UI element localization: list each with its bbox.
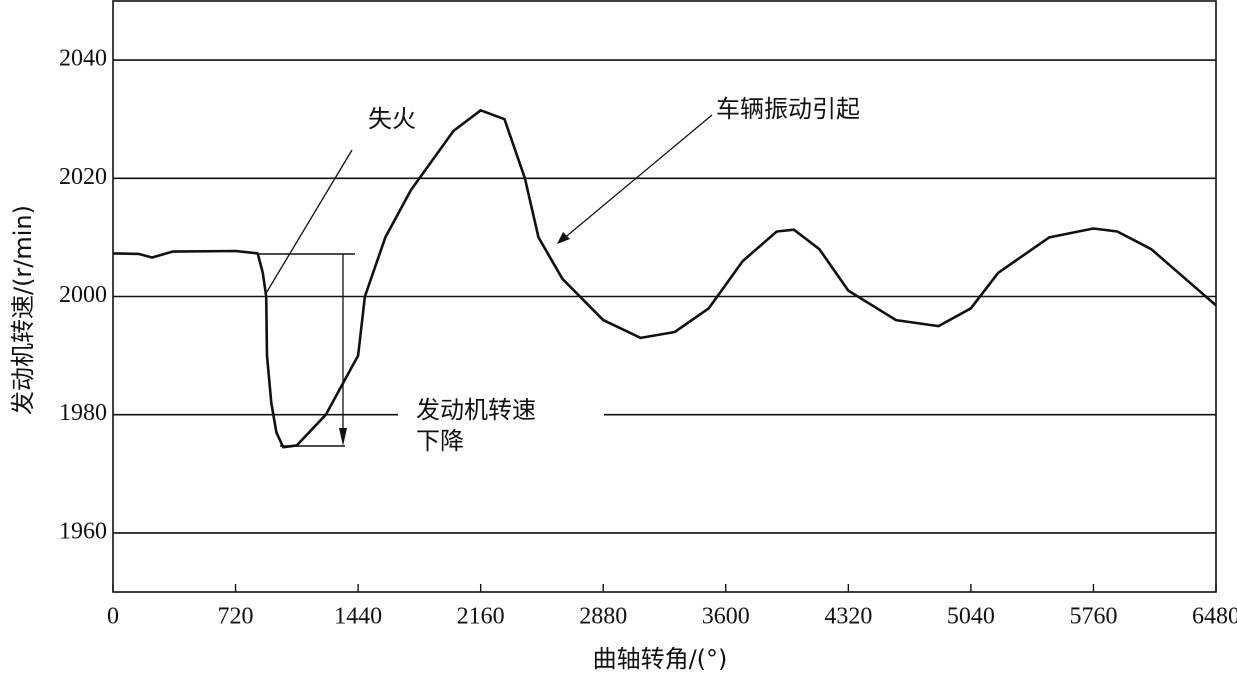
data-line bbox=[112, 109, 1217, 449]
x-tick-label: 0 bbox=[107, 604, 119, 630]
x-tick-label: 2160 bbox=[457, 604, 505, 630]
x-tick-label: 720 bbox=[218, 604, 254, 630]
y-tick-label: 1960 bbox=[59, 518, 107, 544]
y-tick-label: 2020 bbox=[59, 164, 107, 190]
y-axis-label: 发动机转速/(r/min) bbox=[9, 205, 37, 415]
x-tick-label: 3600 bbox=[702, 604, 750, 630]
annotation: 车辆振动引起 bbox=[716, 95, 860, 123]
x-tick-label: 6480 bbox=[1192, 604, 1237, 630]
arrow-head bbox=[557, 232, 570, 244]
x-tick-label: 1440 bbox=[334, 604, 382, 630]
annotation-arrow bbox=[561, 114, 713, 241]
label-background bbox=[398, 400, 604, 426]
y-tick-label: 2000 bbox=[59, 282, 107, 308]
plot-frame bbox=[112, 0, 1217, 593]
x-tick-label: 2880 bbox=[579, 604, 627, 630]
annotation: 发动机转速 bbox=[416, 396, 536, 424]
annotation: 失火 bbox=[368, 105, 416, 133]
x-tick-label: 5040 bbox=[947, 604, 995, 630]
annotation: 下降 bbox=[416, 427, 464, 455]
x-tick-label: 4320 bbox=[824, 604, 872, 630]
y-tick-label: 2040 bbox=[59, 46, 107, 72]
annotation-leader bbox=[264, 149, 353, 296]
arrow-head bbox=[339, 428, 347, 446]
x-tick-label: 5760 bbox=[1069, 604, 1117, 630]
y-tick-label: 1980 bbox=[59, 400, 107, 426]
x-axis-label: 曲轴转角/(°) bbox=[593, 645, 728, 673]
